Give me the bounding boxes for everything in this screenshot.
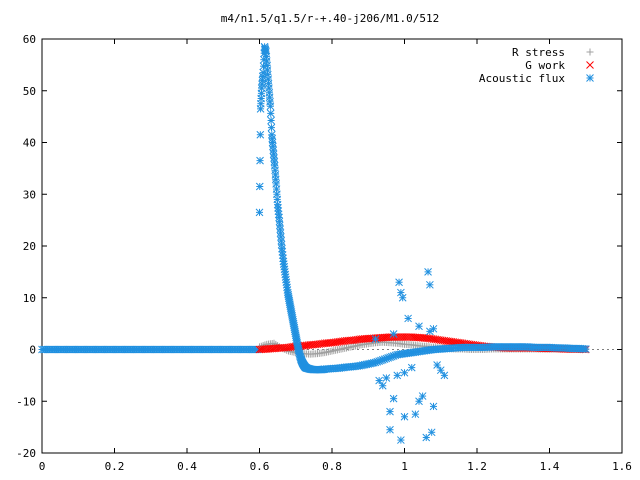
x-tick-label: 0.6 [250, 460, 270, 473]
data-point-acoustic-flux [371, 335, 380, 344]
data-point-acoustic-flux [397, 436, 405, 444]
data-point-acoustic-flux [395, 278, 403, 287]
data-point-acoustic-flux [426, 280, 434, 289]
data-point-acoustic-flux [266, 102, 275, 111]
y-tick-label: 30 [23, 188, 36, 201]
data-point-acoustic-flux [415, 397, 423, 406]
data-point-g-work [397, 333, 405, 341]
data-point-acoustic-flux [393, 371, 402, 380]
y-tick-label: 20 [23, 240, 36, 253]
legend-label: R stress [512, 46, 565, 59]
y-tick-label: 50 [23, 85, 36, 98]
x-tick-label: 0.4 [177, 460, 197, 473]
data-point-acoustic-flux [378, 355, 387, 364]
axis-ticks: 0 0.2 0.4 0.6 0.8 1 1.2 1.4 1.6 -20 -10 0 10 20 30 40 50… [16, 33, 632, 473]
data-point-acoustic-flux [375, 376, 383, 385]
data-point-acoustic-flux [386, 425, 394, 434]
data-point-acoustic-flux [267, 123, 276, 132]
data-point-acoustic-flux [422, 433, 431, 442]
data-point-acoustic-flux [400, 368, 409, 377]
data-point-acoustic-flux [436, 366, 445, 375]
chart-title: m4/n1.5/q1.5/r-+.40-j206/M1.0/512 [221, 12, 440, 25]
data-point-acoustic-flux [424, 268, 432, 276]
legend-marker [586, 74, 594, 82]
data-point-acoustic-flux [581, 345, 590, 353]
legend-label: G work [525, 59, 565, 72]
data-point-acoustic-flux [382, 374, 391, 382]
data-point-acoustic-flux [400, 412, 409, 421]
data-point-g-work [395, 333, 403, 341]
data-point-acoustic-flux [266, 109, 275, 118]
data-point-acoustic-flux [255, 208, 264, 217]
plot-frame [41, 38, 623, 454]
data-point-acoustic-flux [256, 130, 265, 139]
data-point-acoustic-flux [429, 324, 438, 333]
data-point-acoustic-flux [389, 394, 398, 403]
data-point-acoustic-flux [378, 381, 387, 390]
data-point-acoustic-flux [440, 371, 449, 380]
x-tick-label: 1.2 [467, 460, 487, 473]
data-point-g-work [402, 333, 411, 341]
data-point-acoustic-flux [267, 116, 275, 125]
data-point-acoustic-flux [256, 156, 264, 165]
data-point-acoustic-flux [433, 361, 441, 369]
data-point-acoustic-flux [397, 288, 405, 297]
data-point-g-work [398, 333, 407, 341]
data-point-acoustic-flux [404, 314, 412, 323]
x-tick-label: 0.2 [105, 460, 125, 473]
data-marks [38, 42, 590, 444]
x-tick-label: 0.8 [322, 460, 342, 473]
data-point-acoustic-flux [411, 410, 420, 419]
x-tick-label: 1 [401, 460, 408, 473]
data-point-acoustic-flux [389, 330, 398, 338]
legend-marker [586, 61, 594, 69]
legend-label: Acoustic flux [479, 72, 565, 85]
data-point-acoustic-flux [268, 138, 277, 147]
x-tick-label: 0 [39, 460, 46, 473]
y-tick-label: 60 [23, 33, 36, 46]
data-point-acoustic-flux [407, 363, 416, 372]
x-tick-label: 1.4 [540, 460, 560, 473]
data-point-acoustic-flux [255, 182, 264, 191]
data-point-acoustic-flux [415, 322, 423, 331]
data-point-acoustic-flux [398, 293, 407, 302]
data-point-acoustic-flux [418, 392, 427, 400]
x-tick-label: 1.6 [612, 460, 632, 473]
y-tick-label: -20 [16, 447, 36, 460]
legend-marker [586, 48, 594, 56]
y-tick-label: 10 [23, 292, 36, 305]
data-point-acoustic-flux [429, 402, 438, 411]
y-tick-label: -10 [16, 395, 36, 408]
data-point-acoustic-flux [386, 407, 394, 416]
data-point-g-work [400, 333, 409, 341]
y-tick-label: 0 [29, 344, 36, 357]
y-tick-label: 40 [23, 137, 36, 150]
